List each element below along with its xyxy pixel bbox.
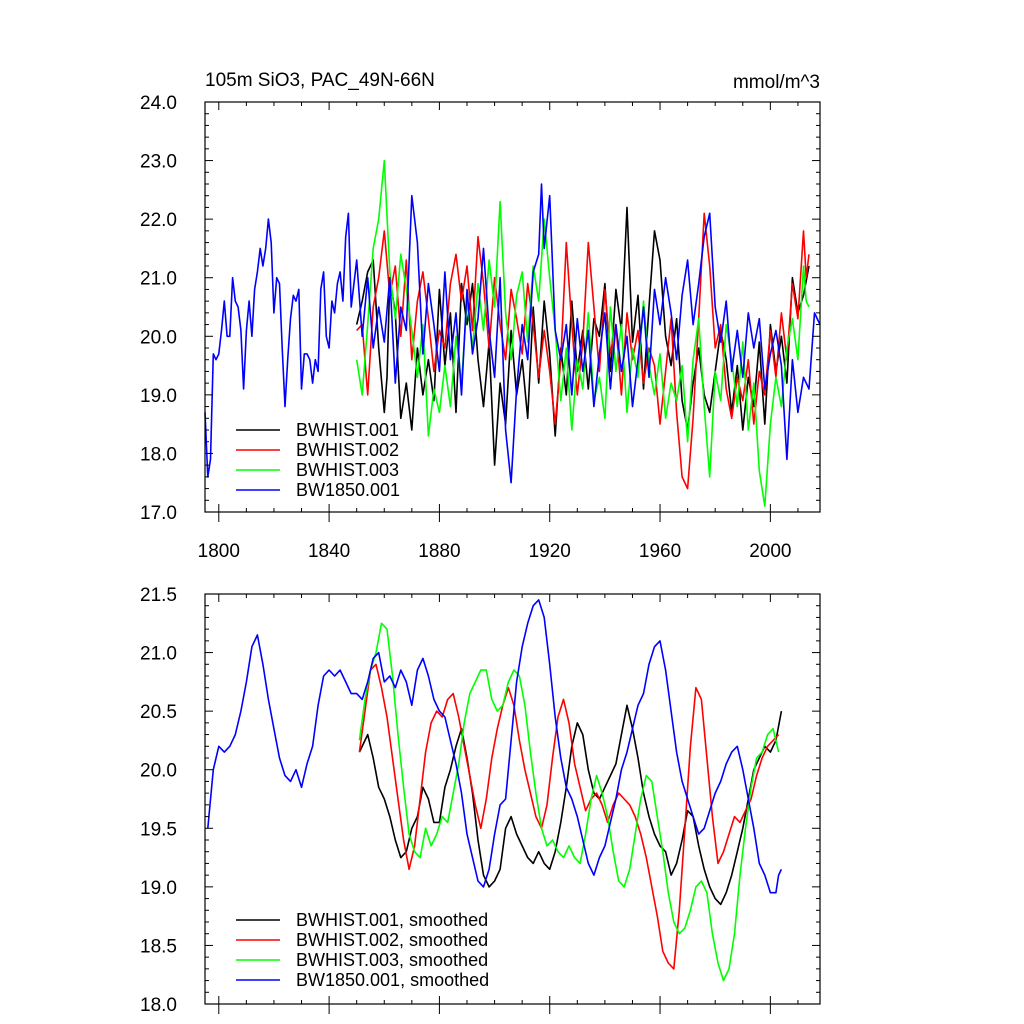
y-tick-label: 20.0 bbox=[140, 761, 177, 782]
top-series-line-4 bbox=[204, 183, 821, 484]
y-tick-label: 22.0 bbox=[140, 210, 177, 231]
y-tick-label: 18.0 bbox=[140, 444, 177, 465]
bottom-series-group bbox=[207, 599, 783, 982]
bottom-legend-label: BWHIST.003, smoothed bbox=[296, 950, 488, 970]
y-tick-label: 17.0 bbox=[140, 503, 177, 524]
y-tick-label: 21.5 bbox=[140, 585, 177, 606]
bottom-series-line-3 bbox=[358, 622, 780, 982]
y-tick-label: 19.0 bbox=[140, 878, 177, 899]
top-legend-label: BWHIST.002 bbox=[296, 440, 399, 460]
top-ticks: 17.0 18.0 19.0 20.0 21.0 22.0 23.0 24.0 1800 1840… bbox=[140, 93, 820, 562]
bottom-legend-label: BWHIST.002, smoothed bbox=[296, 930, 488, 950]
top-series-line-2 bbox=[356, 212, 810, 490]
bottom-ticks: 18.0 18.5 19.0 19.5 20.0 20.5 21.0 21.5 bbox=[140, 585, 820, 1016]
y-tick-label: 19.0 bbox=[140, 386, 177, 407]
units-label: mmol/m^3 bbox=[733, 72, 820, 93]
x-tick-label: 1920 bbox=[529, 541, 571, 562]
y-tick-label: 18.5 bbox=[140, 936, 177, 957]
x-tick-label: 2000 bbox=[749, 541, 791, 562]
x-tick-label: 1960 bbox=[639, 541, 681, 562]
y-tick-label: 20.0 bbox=[140, 327, 177, 348]
figure-title: 105m SiO3, PAC_49N-66N bbox=[205, 70, 435, 91]
bottom-series-line-4 bbox=[207, 599, 783, 894]
x-tick-label: 1840 bbox=[308, 541, 350, 562]
x-tick-label: 1800 bbox=[198, 541, 240, 562]
y-tick-label: 21.0 bbox=[140, 644, 177, 665]
top-legend-label: BWHIST.003 bbox=[296, 460, 399, 480]
bottom-legend-label: BW1850.001, smoothed bbox=[296, 970, 489, 990]
y-tick-label: 21.0 bbox=[140, 269, 177, 290]
x-tick-label: 1880 bbox=[418, 541, 460, 562]
y-tick-label: 23.0 bbox=[140, 152, 177, 173]
y-tick-label: 20.5 bbox=[140, 702, 177, 723]
bottom-legend-label: BWHIST.001, smoothed bbox=[296, 910, 488, 930]
top-legend-label: BWHIST.001 bbox=[296, 420, 399, 440]
bottom-series-line-2 bbox=[358, 663, 780, 970]
top-legend-label: BW1850.001 bbox=[296, 480, 400, 500]
top-plot-frame bbox=[204, 101, 821, 513]
y-tick-label: 24.0 bbox=[140, 93, 177, 114]
top-panel: 17.0 18.0 19.0 20.0 21.0 22.0 23.0 24.0 1800 1840… bbox=[140, 93, 821, 562]
top-series-group bbox=[204, 159, 821, 507]
bottom-plot-frame bbox=[204, 593, 821, 1005]
bottom-panel: 18.0 18.5 19.0 19.5 20.0 20.5 21.0 21.5 BWHIST.… bbox=[140, 585, 821, 1016]
y-tick-label: 18.0 bbox=[140, 995, 177, 1016]
y-tick-label: 19.5 bbox=[140, 819, 177, 840]
